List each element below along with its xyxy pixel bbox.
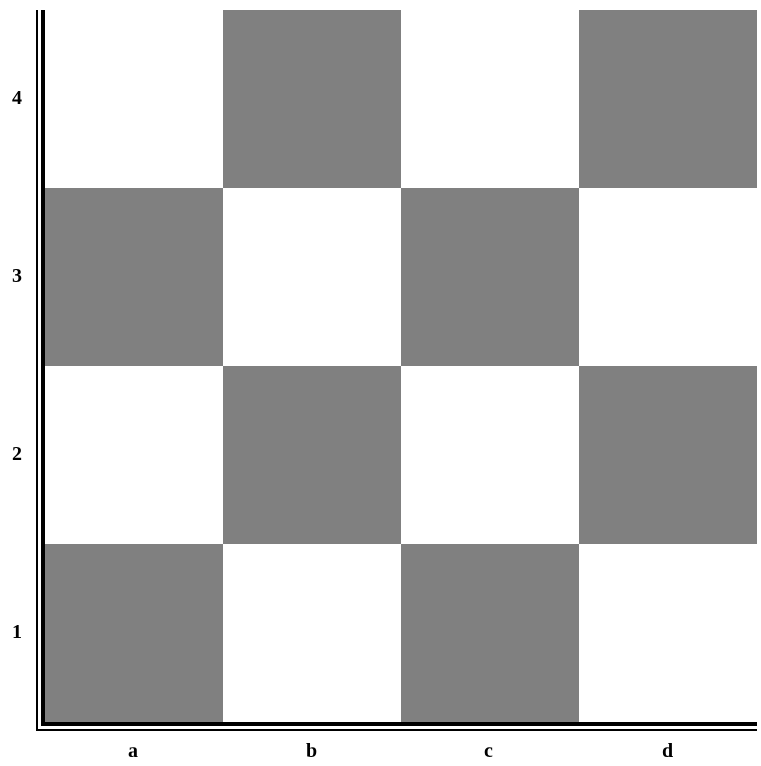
cell-d1 — [579, 544, 757, 722]
cell-a1 — [45, 544, 223, 722]
row-label-2: 2 — [12, 443, 22, 466]
y-axis-outer-line — [36, 10, 38, 731]
cell-d4 — [579, 10, 757, 188]
cell-b2 — [223, 366, 401, 544]
y-axis-inner-line — [41, 10, 45, 726]
x-axis-outer-line — [36, 729, 757, 731]
cell-d3 — [579, 188, 757, 366]
cell-a4 — [45, 10, 223, 188]
col-label-d: d — [662, 740, 673, 763]
x-axis-inner-line — [41, 722, 757, 726]
cell-b1 — [223, 544, 401, 722]
cell-a3 — [45, 188, 223, 366]
row-label-3: 3 — [12, 265, 22, 288]
col-label-c: c — [484, 740, 493, 763]
cell-b3 — [223, 188, 401, 366]
board-grid — [45, 10, 757, 722]
cell-b4 — [223, 10, 401, 188]
checkerboard-diagram: 1 2 3 4 a b c d — [0, 0, 761, 766]
cell-c2 — [401, 366, 579, 544]
cell-c3 — [401, 188, 579, 366]
cell-c4 — [401, 10, 579, 188]
col-label-a: a — [128, 740, 138, 763]
cell-c1 — [401, 544, 579, 722]
row-label-4: 4 — [12, 87, 22, 110]
cell-a2 — [45, 366, 223, 544]
cell-d2 — [579, 366, 757, 544]
row-label-1: 1 — [12, 621, 22, 644]
col-label-b: b — [306, 740, 317, 763]
